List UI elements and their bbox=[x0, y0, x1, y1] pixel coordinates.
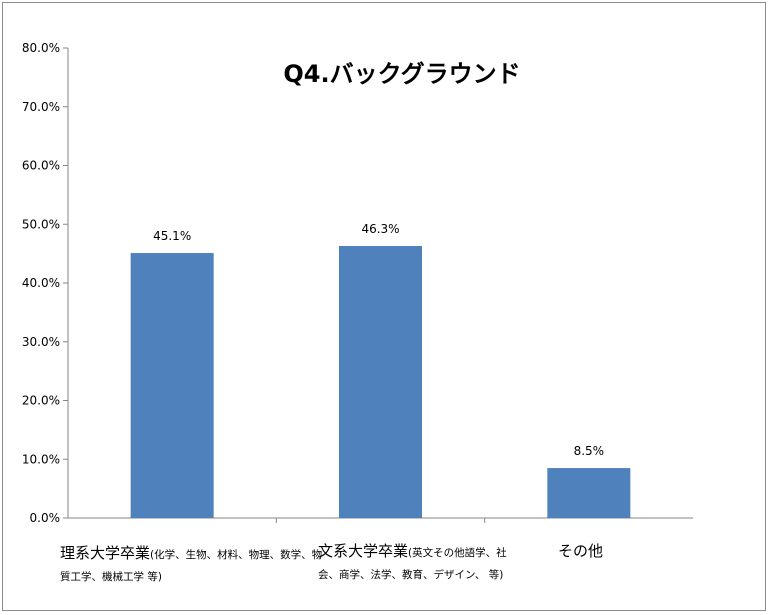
y-tick-label: 10.0% bbox=[22, 452, 60, 466]
y-tick-label: 0.0% bbox=[30, 511, 61, 525]
y-tick-label: 30.0% bbox=[22, 335, 60, 349]
category-label-science-sub: (化学、生物、材料、物理、数学、物質工学、機械工学 等) bbox=[60, 549, 323, 583]
category-label-other: その他 bbox=[558, 540, 678, 562]
y-tick-label: 40.0% bbox=[22, 276, 60, 290]
data-label: 45.1% bbox=[153, 229, 191, 243]
category-label-other-main: その他 bbox=[558, 542, 604, 560]
category-label-humanities-sub: (英文その他語学、社会、商学、法学、教育、デザイン、 等) bbox=[318, 547, 507, 581]
y-tick-label: 60.0% bbox=[22, 159, 60, 173]
y-tick-label: 70.0% bbox=[22, 100, 60, 114]
y-tick-label: 20.0% bbox=[22, 394, 60, 408]
bar bbox=[130, 253, 214, 518]
category-label-science: 理系大学卒業(化学、生物、材料、物理、数学、物質工学、機械工学 等) bbox=[60, 542, 325, 585]
category-label-humanities: 文系大学卒業(英文その他語学、社会、商学、法学、教育、デザイン、 等) bbox=[318, 540, 518, 583]
category-label-science-main: 理系大学卒業 bbox=[60, 544, 151, 562]
category-label-humanities-main: 文系大学卒業 bbox=[318, 542, 409, 560]
bars: 45.1% 46.3% 8.5% bbox=[130, 222, 631, 519]
bar bbox=[339, 245, 422, 519]
y-tick-label: 80.0% bbox=[22, 41, 60, 55]
bar bbox=[547, 468, 631, 518]
chart-title: Q4.バックグラウンド bbox=[283, 60, 520, 88]
y-tick-label: 50.0% bbox=[22, 217, 60, 231]
data-label: 8.5% bbox=[574, 444, 605, 458]
data-label: 46.3% bbox=[361, 222, 399, 236]
